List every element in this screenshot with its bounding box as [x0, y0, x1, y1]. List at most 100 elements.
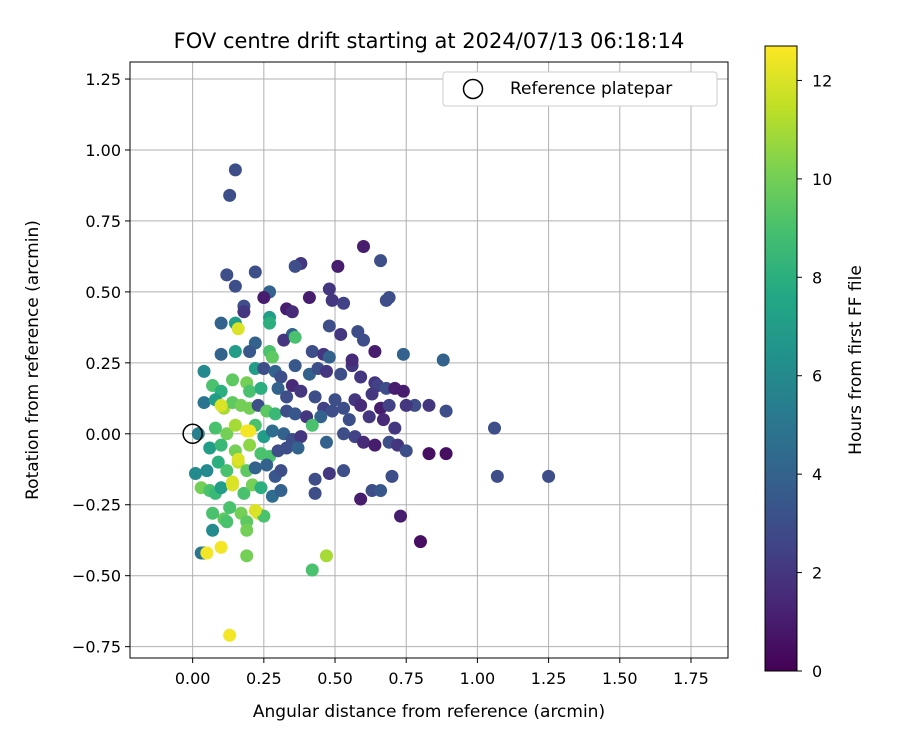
data-point: [439, 404, 453, 418]
data-point: [322, 350, 336, 364]
data-point: [322, 467, 336, 481]
data-point: [214, 347, 228, 361]
data-point: [354, 370, 368, 384]
data-point: [487, 421, 501, 435]
data-point: [294, 430, 308, 444]
y-tick-label: −0.75: [72, 638, 121, 657]
colorbar-tick-label: 0: [812, 662, 822, 681]
colorbar-tick-label: 10: [812, 170, 832, 189]
data-point: [322, 319, 336, 333]
data-point: [331, 259, 345, 273]
data-point: [280, 441, 294, 455]
data-point: [206, 506, 220, 520]
data-point: [305, 344, 319, 358]
data-point: [308, 486, 322, 500]
data-point: [254, 381, 268, 395]
reference-marker-layer: [182, 423, 203, 445]
data-point: [248, 265, 262, 279]
data-point: [399, 444, 413, 458]
x-tick-label: 0.75: [388, 669, 424, 688]
data-point: [308, 390, 322, 404]
data-point: [214, 316, 228, 330]
data-point: [354, 398, 368, 412]
x-tick-label: 1.00: [460, 669, 496, 688]
data-point: [337, 464, 351, 478]
data-point: [226, 373, 240, 387]
data-point: [188, 467, 202, 481]
data-point: [396, 384, 410, 398]
data-point: [271, 381, 285, 395]
data-point: [345, 353, 359, 367]
data-point: [243, 344, 257, 358]
data-point: [240, 549, 254, 563]
data-point: [365, 387, 379, 401]
data-point: [285, 305, 299, 319]
data-point: [357, 239, 371, 253]
x-tick-label: 1.75: [673, 669, 709, 688]
x-tick-label: 0.50: [317, 669, 353, 688]
data-point: [248, 461, 262, 475]
data-point: [231, 322, 245, 336]
data-point: [254, 481, 268, 495]
data-point: [228, 279, 242, 293]
plot-frame: [129, 61, 729, 659]
data-point: [288, 259, 302, 273]
data-point: [490, 469, 504, 483]
data-point: [354, 492, 368, 506]
data-point: [308, 472, 322, 486]
data-point: [439, 447, 453, 461]
y-tick-label: 0.00: [85, 425, 121, 444]
y-tick-label: −0.25: [72, 496, 121, 515]
data-point: [319, 364, 333, 378]
data-point: [260, 458, 274, 472]
data-point: [374, 484, 388, 498]
data-point: [237, 486, 251, 500]
data-point: [237, 305, 251, 319]
data-point: [214, 540, 228, 554]
colorbar-tick-label: 12: [812, 71, 832, 90]
y-tick-label: 0.75: [85, 212, 121, 231]
colorbar: 0 2 4 6 8 10 12 Hours from first FF file: [764, 45, 866, 681]
data-point: [265, 350, 279, 364]
x-tick-label: 0.25: [246, 669, 282, 688]
data-point: [422, 398, 436, 412]
data-point: [197, 396, 211, 410]
data-point: [200, 464, 214, 478]
data-point: [288, 407, 302, 421]
colorbar-ticks: 0 2 4 6 8 10 12: [797, 71, 832, 681]
data-point: [220, 427, 234, 441]
data-point: [280, 390, 294, 404]
data-point: [314, 410, 328, 424]
data-point: [274, 484, 288, 498]
data-point: [368, 344, 382, 358]
data-point: [268, 407, 282, 421]
legend-box: [442, 71, 718, 107]
data-point: [220, 268, 234, 282]
data-point: [382, 398, 396, 412]
data-point: [368, 438, 382, 452]
data-point: [223, 628, 237, 642]
legend-label-reference: Reference platepar: [510, 79, 672, 99]
y-tick-label: 1.00: [85, 141, 121, 160]
data-point: [325, 404, 339, 418]
x-axis-label: Angular distance from reference (arcmin): [253, 702, 605, 722]
data-point: [394, 509, 408, 523]
data-point: [388, 421, 402, 435]
data-point: [302, 291, 316, 305]
data-point: [291, 441, 305, 455]
data-point: [200, 546, 214, 560]
colorbar-tick-label: 4: [812, 465, 822, 484]
data-point: [319, 435, 333, 449]
data-point: [422, 447, 436, 461]
data-point: [228, 418, 242, 432]
data-point: [203, 441, 217, 455]
data-points: [188, 163, 556, 642]
data-point: [357, 333, 371, 347]
data-point: [206, 523, 220, 537]
colorbar-label: Hours from first FF file: [846, 265, 866, 455]
data-point: [243, 384, 257, 398]
data-point: [231, 452, 245, 466]
data-point: [542, 469, 556, 483]
data-point: [208, 421, 222, 435]
